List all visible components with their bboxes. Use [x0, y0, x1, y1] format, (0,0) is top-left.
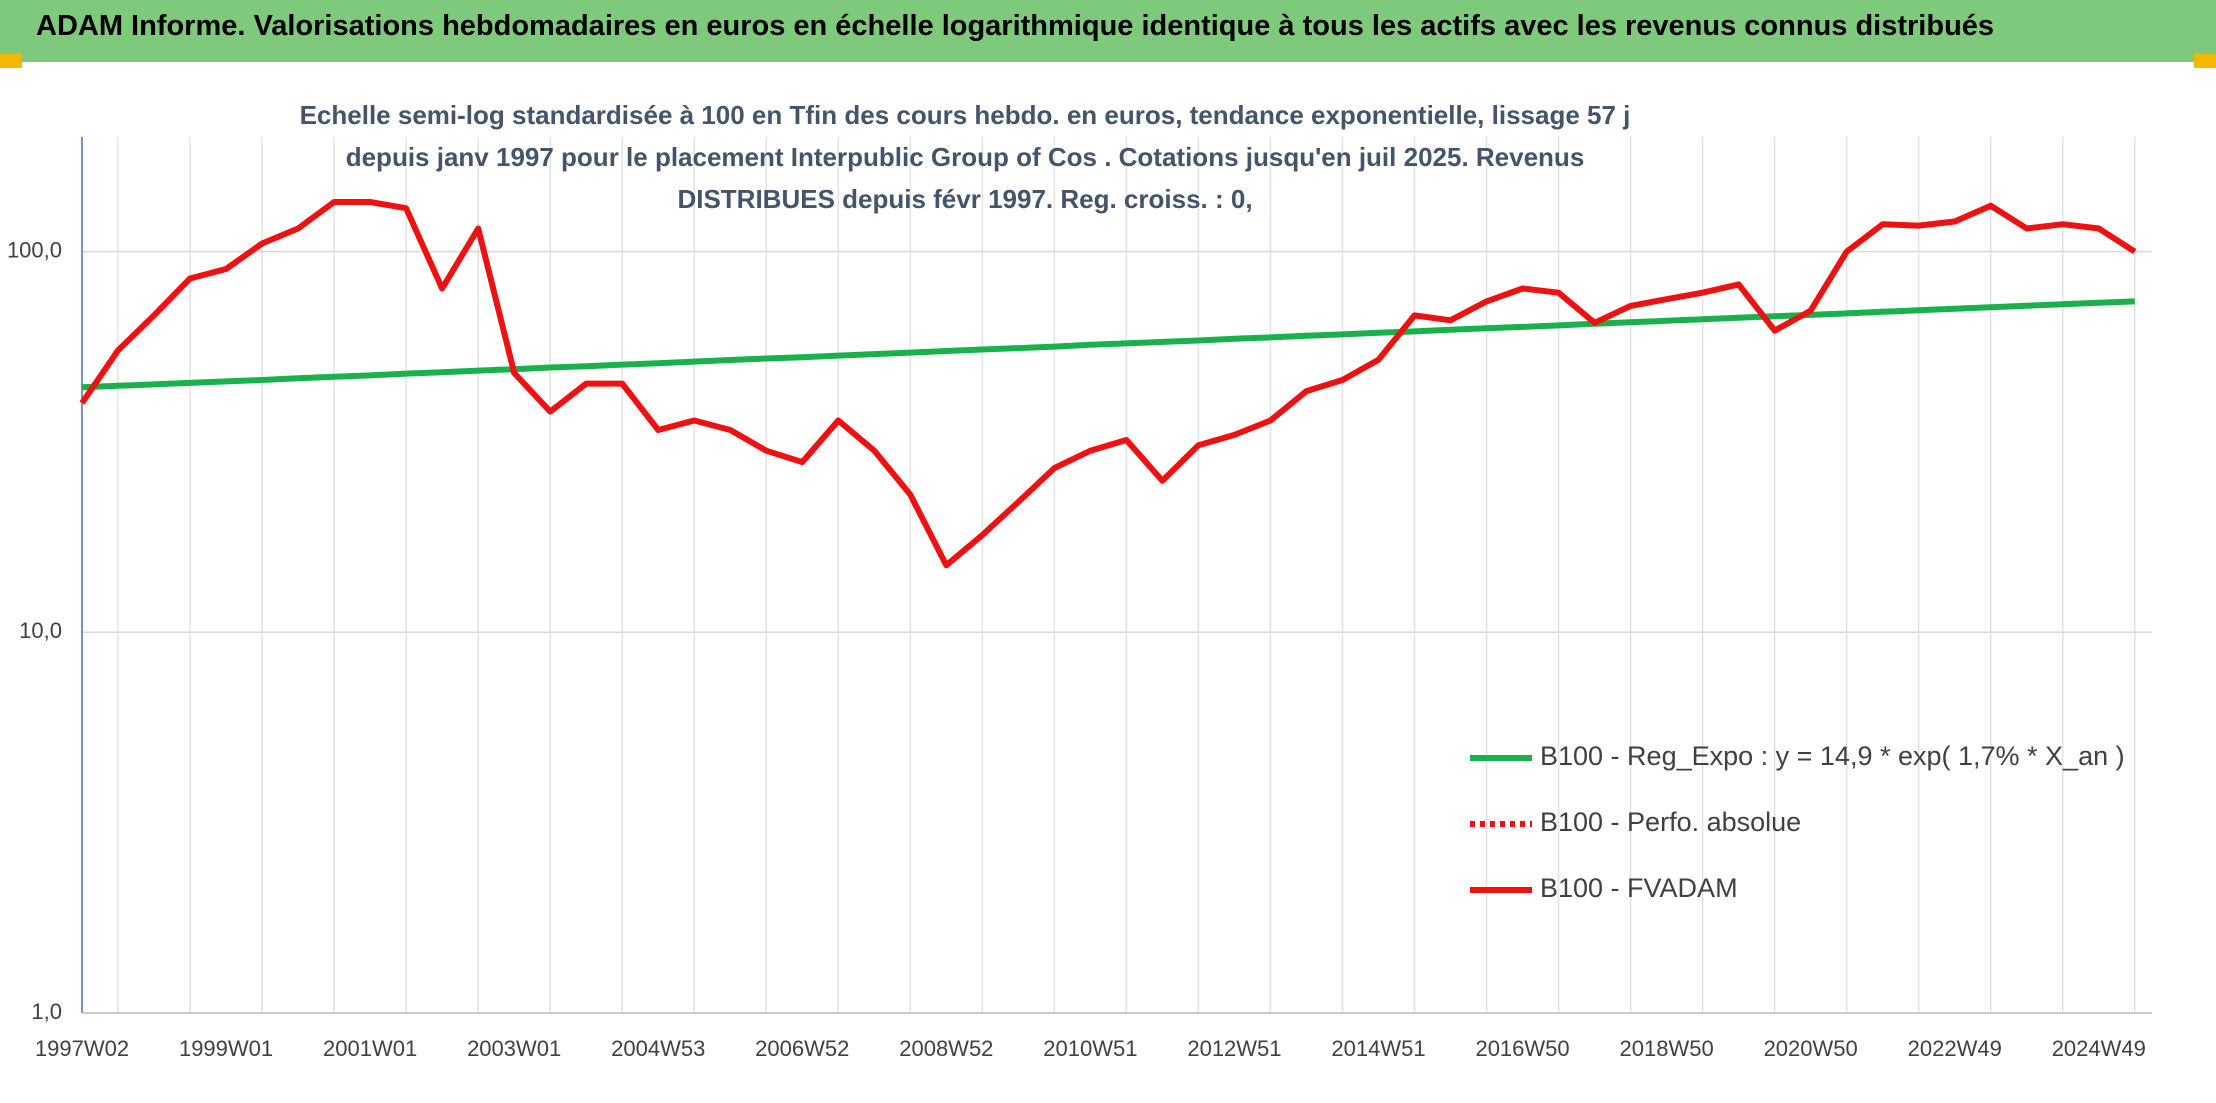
x-tick-label: 2018W50	[1620, 1036, 1714, 1061]
x-tick-label: 2020W50	[1764, 1036, 1858, 1061]
header-bar	[0, 0, 2216, 62]
x-tick-label: 2014W51	[1331, 1036, 1425, 1061]
x-tick-label: 2004W53	[611, 1036, 705, 1061]
series-line	[81, 298, 2135, 391]
x-tick-label: 1999W01	[179, 1036, 273, 1061]
x-tick-label: 2008W52	[899, 1036, 993, 1061]
x-tick-label: 1997W02	[35, 1036, 129, 1061]
chart-title: ADAM Informe. Valorisations hebdomadaire…	[36, 10, 1995, 42]
x-tick-label: 2022W49	[1908, 1036, 2002, 1061]
x-tick-label: 2024W49	[2052, 1036, 2146, 1061]
x-tick-label: 2006W52	[755, 1036, 849, 1061]
x-tick-label: 2012W51	[1187, 1036, 1281, 1061]
y-tick-label: 100,0	[7, 237, 62, 262]
x-tick-label: 2016W50	[1475, 1036, 1569, 1061]
x-tick-label: 2001W01	[323, 1036, 417, 1061]
legend-label: B100 - Perfo. absolue	[1540, 807, 1801, 837]
y-tick-label: 1,0	[31, 999, 62, 1024]
corner-mark	[2194, 54, 2216, 68]
legend-label: B100 - Reg_Expo : y = 14,9 * exp( 1,7% *…	[1540, 741, 2125, 771]
x-tick-label: 2003W01	[467, 1036, 561, 1061]
legend-label: B100 - FVADAM	[1540, 873, 1738, 903]
chart-subtitle: Echelle semi-log standardisée à 100 en T…	[299, 100, 1631, 214]
x-tick-label: 2010W51	[1043, 1036, 1137, 1061]
series-line	[79, 199, 2137, 569]
y-tick-label: 10,0	[19, 618, 62, 643]
corner-mark	[0, 54, 22, 68]
